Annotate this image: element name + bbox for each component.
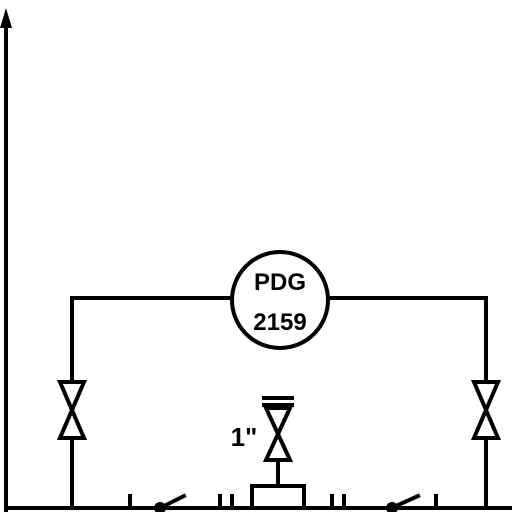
check-valve-left-disc xyxy=(154,502,166,512)
left-impulse-line xyxy=(70,296,234,382)
left-valve-icon xyxy=(56,380,88,440)
check-valve-right-disc xyxy=(386,502,398,512)
center-valve-icon xyxy=(262,406,294,462)
check-valve-left-arm xyxy=(161,493,187,509)
instrument-number-label: 2159 xyxy=(253,309,306,336)
right-impulse-line xyxy=(326,296,488,382)
instrument-type-label: PDG xyxy=(254,269,306,296)
flow-arrow-icon xyxy=(0,8,12,28)
right-valve-icon xyxy=(470,380,502,440)
center-tee-fitting xyxy=(250,484,306,510)
check-valve-right-arm xyxy=(393,493,421,509)
center-valve-size-label: 1" xyxy=(231,422,258,452)
instrument-bubble xyxy=(230,250,330,350)
